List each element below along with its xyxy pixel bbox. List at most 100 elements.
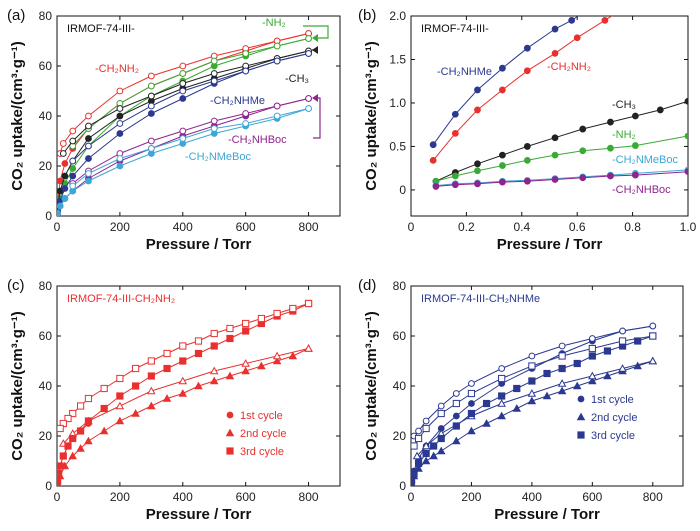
adsorption-point <box>497 411 506 420</box>
adsorption-point <box>607 144 614 152</box>
desorption-point <box>147 92 155 100</box>
desorption-point <box>588 335 596 342</box>
x-tick-label: 0.2 <box>458 220 475 234</box>
adsorption-line <box>435 171 688 187</box>
y-tick-label: 80 <box>393 279 407 293</box>
adsorption-point <box>634 337 642 345</box>
adsorption-point <box>452 422 460 430</box>
x-axis-title: Pressure / Torr <box>494 506 600 523</box>
adsorption-point <box>429 156 437 164</box>
nh2-arrowhead <box>312 34 318 42</box>
desorption-point <box>194 337 203 345</box>
adsorption-point <box>147 372 155 380</box>
adsorption-point <box>179 357 187 365</box>
series-4 <box>57 50 312 215</box>
adsorption-point <box>684 97 688 105</box>
desorption-point <box>85 170 92 177</box>
adsorption-point <box>451 129 459 137</box>
series-2 <box>57 344 313 486</box>
adsorption-point <box>631 171 639 179</box>
x-tick-label: 0 <box>54 220 61 234</box>
x-tick-label: 200 <box>110 490 130 504</box>
desorption-point <box>498 365 506 372</box>
y-tick-label: 40 <box>393 379 407 393</box>
y-axis-title: CO₂ uptake/(cm³·g⁻¹) <box>9 311 26 461</box>
y-tick-label: 20 <box>393 429 407 443</box>
adsorption-point <box>527 396 537 405</box>
desorption-point <box>411 442 418 450</box>
series-annotation: -NH₂ <box>612 129 636 141</box>
desorption-point <box>649 332 657 340</box>
adsorption-point <box>573 34 581 42</box>
desorption-point <box>305 105 312 112</box>
adsorption-point <box>437 434 445 443</box>
desorption-point <box>273 42 281 50</box>
adsorption-point <box>631 112 639 120</box>
desorption-point <box>178 376 188 385</box>
adsorption-point <box>162 394 172 402</box>
adsorption-point <box>588 352 596 360</box>
panel-label: (c) <box>7 277 25 294</box>
series-annotation: -NH₂ <box>262 17 286 29</box>
ch3-arrowhead <box>312 46 318 54</box>
y-tick-label: 60 <box>393 329 407 343</box>
desorption-point <box>69 409 77 418</box>
x-tick-label: 600 <box>236 490 256 504</box>
desorption-line <box>72 38 309 147</box>
adsorption-point <box>512 404 522 412</box>
adsorption-point <box>194 349 203 358</box>
desorption-point <box>468 380 475 387</box>
adsorption-point <box>429 141 437 149</box>
x-tick-label: 800 <box>643 490 663 504</box>
desorption-point <box>242 67 250 75</box>
adsorption-point <box>482 399 491 408</box>
adsorption-point <box>603 371 612 380</box>
adsorption-point <box>451 181 459 189</box>
legend: 1st cycle 2nd cycle 3rd cycle <box>576 394 637 442</box>
legend-marker <box>577 431 585 439</box>
desorption-point <box>85 142 92 150</box>
adsorption-point <box>551 49 559 57</box>
panel-title: IRMOF-74-III-CH₂NHMe <box>421 293 540 305</box>
series-annotation: -CH₂NHBoc <box>228 134 287 146</box>
adsorption-point <box>69 434 77 443</box>
adsorption-point <box>523 143 531 150</box>
panel-title: IRMOF-74-III- <box>421 23 489 35</box>
desorption-point <box>147 145 155 152</box>
y-tick-label: 60 <box>39 329 53 343</box>
adsorption-point <box>115 416 125 425</box>
adsorption-point <box>601 16 609 24</box>
adsorption-point <box>468 400 475 407</box>
desorption-point <box>69 137 77 145</box>
data-layer <box>411 322 658 486</box>
series-6 <box>432 168 688 190</box>
legend-label: 1st cycle <box>240 410 283 422</box>
legend-marker <box>226 411 234 419</box>
desorption-point <box>147 72 155 80</box>
series-annotation: -CH₂NMeBoc <box>185 151 252 163</box>
desorption-point <box>558 352 566 360</box>
y-tick-label: 60 <box>39 59 53 73</box>
adsorption-point <box>226 334 234 343</box>
legend-marker <box>226 447 234 455</box>
x-tick-label: 600 <box>236 220 256 234</box>
adsorption-point <box>100 404 108 413</box>
desorption-point <box>242 110 250 117</box>
adsorption-point <box>179 95 187 102</box>
adsorption-point <box>85 135 92 142</box>
adsorption-point <box>603 347 612 355</box>
adsorption-point <box>451 110 459 118</box>
x-tick-label: 400 <box>522 490 542 504</box>
adsorption-point <box>602 0 608 2</box>
series-annotation: -CH₃ <box>612 99 636 111</box>
desorption-point <box>588 344 596 353</box>
desorption-point <box>272 351 282 360</box>
x-tick-label: 1.0 <box>680 220 697 234</box>
x-tick-label: 0 <box>54 490 61 504</box>
adsorption-point <box>147 110 155 117</box>
desorption-point <box>116 87 124 95</box>
data-layer <box>57 30 312 216</box>
desorption-point <box>147 386 156 395</box>
desorption-point <box>179 62 187 70</box>
desorption-point <box>242 50 250 57</box>
